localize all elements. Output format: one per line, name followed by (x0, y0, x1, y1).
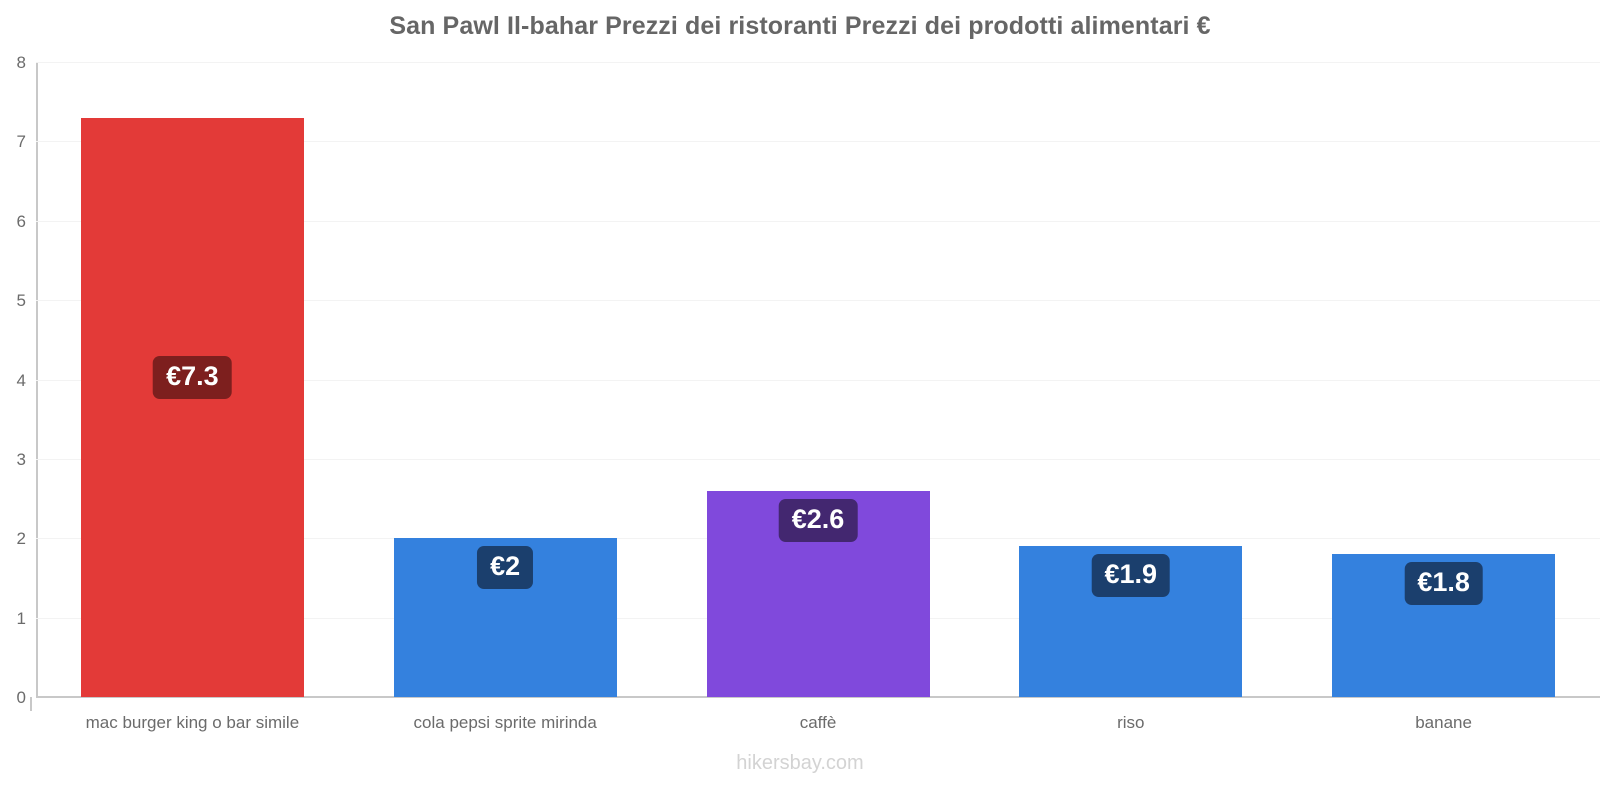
x-axis-tick-label: caffè (799, 713, 837, 732)
gridline (36, 220, 1600, 222)
y-axis-tick-label: 8 (16, 53, 26, 72)
x-axis-tick-label: banane (1415, 713, 1472, 732)
x-axis-tick-label: riso (1117, 713, 1145, 732)
bar-value-label: €7.3 (153, 355, 232, 399)
bar[interactable]: €2.6 (706, 490, 930, 697)
bar[interactable]: €7.3 (80, 117, 304, 697)
y-axis-tick-label: 4 (16, 370, 26, 390)
gridline (36, 141, 1600, 143)
bar[interactable]: €1.9 (1019, 546, 1243, 697)
bar-value-label: €2 (477, 546, 534, 590)
bar-value-label: €1.9 (1091, 554, 1171, 598)
bar-value-label: €2.6 (778, 498, 858, 542)
y-axis-tick-label: 0 (16, 688, 26, 707)
y-axis-tick-label: 5 (16, 291, 26, 311)
chart-title: San Pawl Il-bahar Prezzi dei ristoranti … (389, 12, 1211, 40)
plot-area: €7.3 €2 €2.6 €1.9 €1.8 (36, 62, 1600, 697)
y-axis-zero-tick (30, 697, 32, 711)
gridline (36, 458, 1600, 460)
x-axis-tick-label: mac burger king o bar simile (85, 713, 300, 732)
y-axis-tick-label: 1 (16, 608, 26, 628)
x-axis-tick-label: cola pepsi sprite mirinda (413, 713, 597, 732)
y-axis-tick-label: 2 (16, 529, 26, 549)
x-axis-line (36, 696, 1600, 698)
gridline (36, 379, 1600, 381)
y-axis-tick-label: 3 (16, 449, 26, 469)
gridline (36, 300, 1600, 302)
bar[interactable]: €1.8 (1332, 554, 1556, 697)
bar-value-label: €1.8 (1404, 562, 1483, 606)
watermark-hikersbay: hikersbay.com (736, 752, 864, 774)
bar[interactable]: €2 (393, 538, 617, 697)
y-axis-tick-label: 6 (16, 211, 26, 231)
gridline (36, 62, 1600, 63)
y-axis-tick-label: 7 (16, 132, 26, 152)
